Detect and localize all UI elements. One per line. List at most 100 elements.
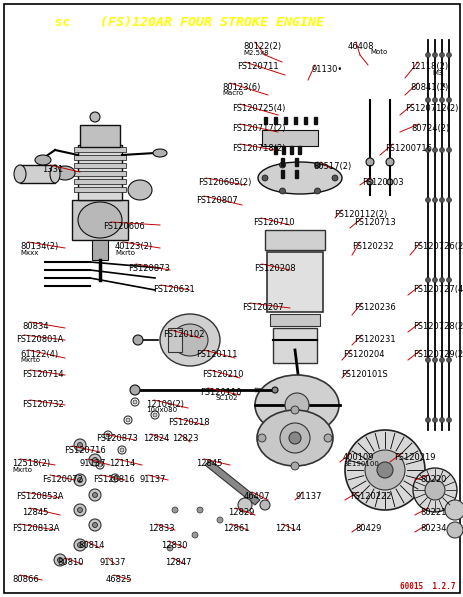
Bar [303,116,306,124]
Text: FS120727(4): FS120727(4) [412,285,463,294]
Text: FS120112(2): FS120112(2) [333,210,387,219]
Bar [74,163,126,168]
Circle shape [445,198,450,202]
Circle shape [290,406,298,414]
Text: FS120606: FS120606 [103,222,144,231]
Circle shape [133,335,143,345]
Text: FS120236: FS120236 [353,303,395,312]
Circle shape [445,53,450,57]
Circle shape [113,476,117,480]
Text: FS120716: FS120716 [64,446,106,455]
Circle shape [425,147,430,152]
Circle shape [425,278,430,282]
Text: 61122(4): 61122(4) [20,350,58,359]
Circle shape [89,489,101,501]
Circle shape [432,417,437,423]
Circle shape [238,498,251,512]
Bar [266,252,322,312]
Circle shape [257,434,265,442]
Text: 1331: 1331 [42,165,63,174]
Circle shape [133,400,137,404]
Text: FS120725(4): FS120725(4) [232,104,285,113]
Circle shape [54,554,66,566]
Bar [280,170,283,178]
Text: FS120103: FS120103 [361,178,403,187]
Bar [313,116,316,124]
Circle shape [432,198,437,202]
Text: 12845: 12845 [22,508,48,517]
Bar [272,328,316,363]
Text: FS120816: FS120816 [93,475,134,484]
Circle shape [192,532,198,538]
Bar [72,200,128,240]
Circle shape [438,147,444,152]
Text: FS120218: FS120218 [168,418,209,427]
Circle shape [332,175,337,181]
Text: Mxrto: Mxrto [12,467,32,473]
Text: Mxxx: Mxxx [20,250,38,256]
Circle shape [376,462,392,478]
Text: 12824: 12824 [143,434,169,443]
Circle shape [77,543,82,547]
Circle shape [288,432,300,444]
Text: FS120210: FS120210 [201,370,243,379]
Circle shape [74,439,86,451]
Text: 80724(2): 80724(2) [410,124,448,133]
Circle shape [279,162,285,168]
Text: 80866: 80866 [12,575,39,584]
Circle shape [314,162,320,168]
Ellipse shape [128,180,152,200]
Text: 80134(2): 80134(2) [20,242,58,251]
Bar [78,145,122,200]
Text: 12114: 12114 [275,524,300,533]
Bar [297,146,300,154]
Text: 91137: 91137 [80,459,106,468]
Text: 12518(2): 12518(2) [12,459,50,468]
Text: FS120813A: FS120813A [12,524,59,533]
Bar [280,158,283,166]
Bar [281,146,284,154]
Circle shape [92,457,97,463]
Text: 80429: 80429 [354,524,381,533]
Text: FS120631: FS120631 [153,285,194,294]
Text: (FS)120AR FOUR STROKE ENGINE: (FS)120AR FOUR STROKE ENGINE [100,16,323,29]
Circle shape [432,358,437,362]
Circle shape [172,507,178,513]
Circle shape [445,358,450,362]
Text: M3: M3 [431,70,442,76]
Text: FS120726(2): FS120726(2) [412,242,463,251]
Circle shape [425,417,430,423]
Circle shape [92,522,97,528]
Text: 400109: 400109 [342,453,374,462]
Text: FS120711: FS120711 [237,62,278,71]
Circle shape [425,97,430,103]
Text: 60015  1.2.7: 60015 1.2.7 [400,582,455,591]
Text: FS120801A: FS120801A [16,335,63,344]
Circle shape [432,278,437,282]
Bar [263,116,266,124]
Text: 40123(2): 40123(2) [115,242,153,251]
Circle shape [167,545,173,551]
Text: 12114: 12114 [109,459,135,468]
Circle shape [446,522,462,538]
Text: SC102: SC102 [214,395,237,401]
Circle shape [438,417,444,423]
Text: FS120222: FS120222 [349,492,391,501]
Text: FS120208: FS120208 [253,264,295,273]
Circle shape [290,462,298,470]
Ellipse shape [50,165,60,183]
Bar [20,165,55,183]
Ellipse shape [257,410,332,466]
Text: 91137: 91137 [100,558,126,567]
Circle shape [445,417,450,423]
Text: R: R [439,83,444,89]
Text: FS120110: FS120110 [200,388,241,397]
Text: Mxrto: Mxrto [115,250,135,256]
Text: 3E190100: 3E190100 [342,461,378,467]
Ellipse shape [160,314,219,366]
Text: FS120873: FS120873 [96,434,138,443]
Circle shape [432,97,437,103]
Bar [74,171,126,176]
Text: 46825: 46825 [106,575,132,584]
Text: Fs120072: Fs120072 [42,475,83,484]
